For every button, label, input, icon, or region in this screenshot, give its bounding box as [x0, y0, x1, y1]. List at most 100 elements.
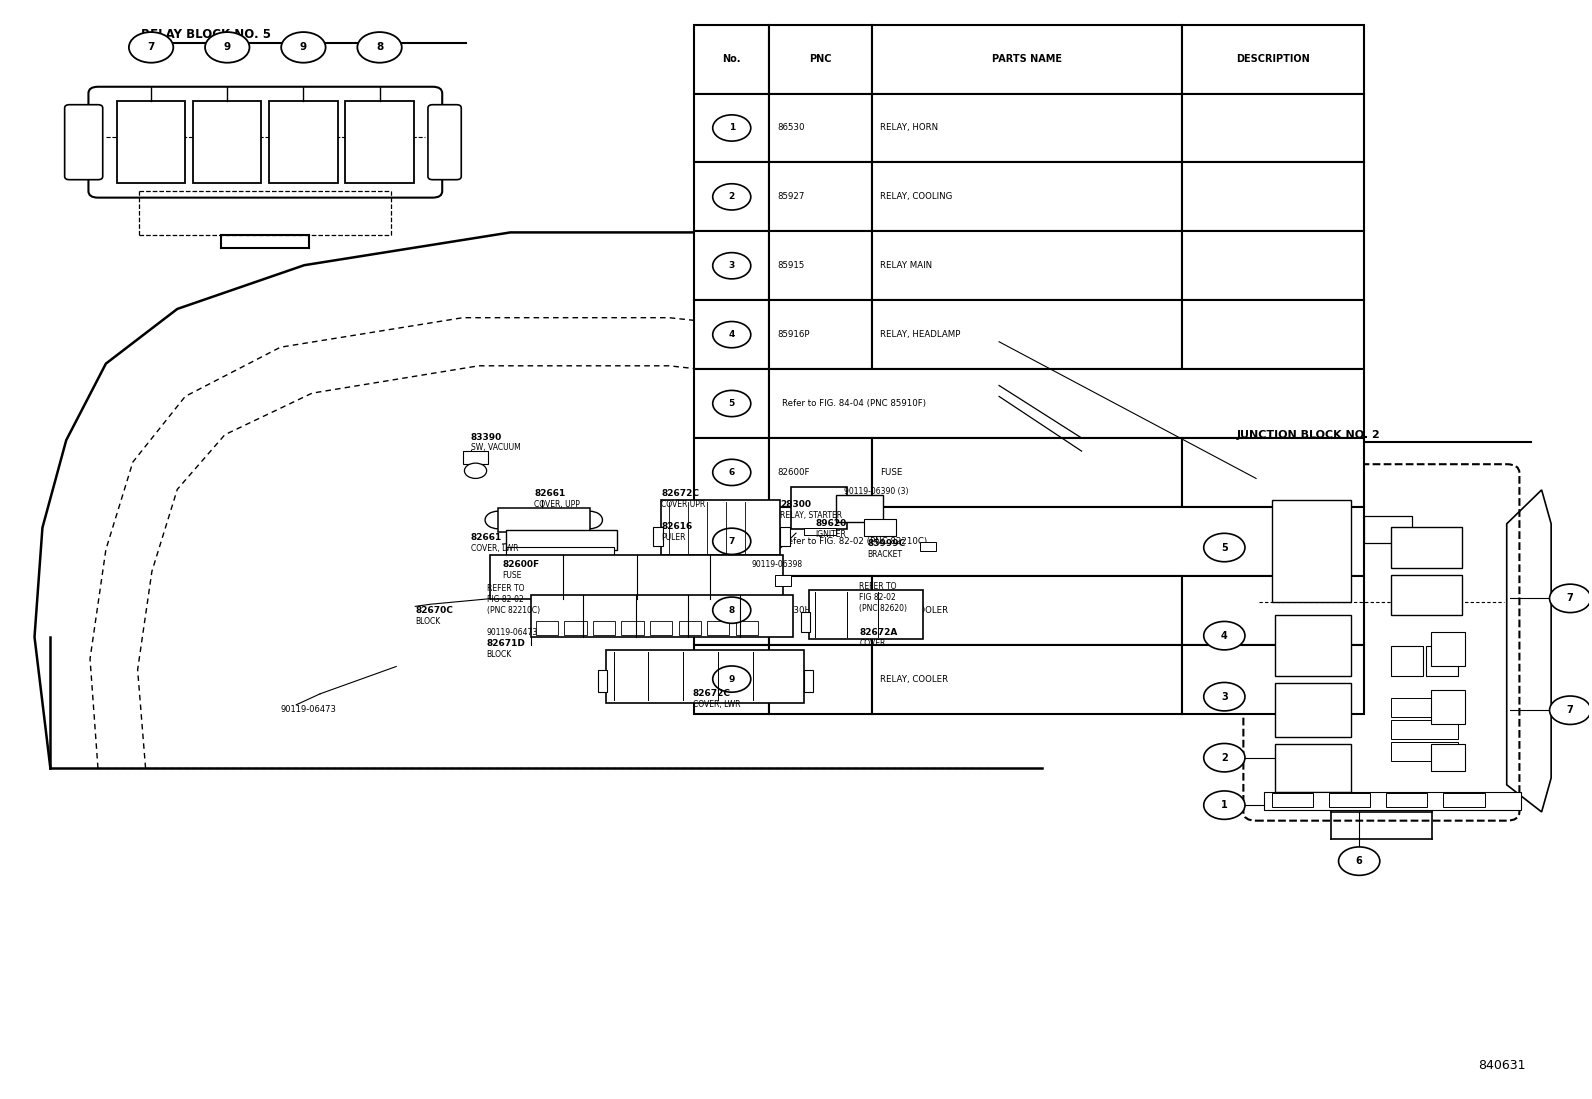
Bar — [345, 101, 414, 184]
Text: 83390: 83390 — [471, 433, 501, 442]
Bar — [694, 300, 769, 369]
Bar — [1264, 791, 1520, 810]
Bar — [116, 101, 185, 184]
Circle shape — [1549, 585, 1590, 612]
Text: 1: 1 — [1221, 800, 1227, 810]
Bar — [694, 369, 769, 439]
Text: Refer to FIG. 82-02 (PNC 82210C): Refer to FIG. 82-02 (PNC 82210C) — [782, 536, 927, 546]
Circle shape — [1204, 621, 1245, 650]
Circle shape — [205, 32, 250, 63]
Text: FIG 82-02: FIG 82-02 — [487, 596, 524, 604]
Text: 88630G: 88630G — [777, 675, 812, 684]
Bar — [597, 669, 607, 691]
Bar — [1181, 300, 1364, 369]
Bar — [673, 557, 718, 575]
Bar — [1181, 645, 1364, 713]
Text: COVER, UPP: COVER, UPP — [535, 500, 579, 509]
Text: 4: 4 — [1221, 631, 1227, 641]
Text: 1: 1 — [729, 123, 736, 133]
Circle shape — [1204, 744, 1245, 771]
Text: 6: 6 — [1356, 856, 1363, 866]
Bar — [707, 621, 729, 635]
Text: 86530: 86530 — [777, 123, 804, 133]
Bar — [537, 621, 559, 635]
Bar — [269, 101, 338, 184]
Text: 2: 2 — [1221, 753, 1227, 763]
Text: 6: 6 — [729, 468, 736, 477]
Text: RELAY MAIN: RELAY MAIN — [880, 262, 933, 270]
Circle shape — [713, 666, 751, 692]
Circle shape — [486, 511, 511, 529]
Text: 7: 7 — [148, 43, 154, 53]
Circle shape — [713, 115, 751, 141]
Bar — [769, 93, 872, 163]
Bar — [621, 621, 643, 635]
Bar — [1387, 793, 1428, 807]
Text: 90119-06473: 90119-06473 — [487, 629, 538, 637]
Bar — [775, 575, 791, 586]
Bar — [804, 669, 814, 691]
Text: 82616: 82616 — [661, 522, 693, 531]
Text: BLOCK: BLOCK — [487, 651, 513, 659]
Text: 85916P: 85916P — [777, 330, 809, 340]
Bar — [872, 439, 1181, 507]
Bar — [769, 24, 872, 93]
Circle shape — [129, 32, 174, 63]
Bar — [872, 93, 1181, 163]
Bar — [920, 542, 936, 551]
Bar — [804, 528, 836, 535]
Text: 5: 5 — [729, 399, 736, 408]
Circle shape — [282, 32, 326, 63]
Text: RELAY, COOLER: RELAY, COOLER — [880, 606, 949, 614]
Text: BLOCK: BLOCK — [416, 618, 441, 626]
Bar — [1391, 721, 1458, 739]
Text: 8: 8 — [376, 43, 384, 53]
Bar — [1275, 615, 1352, 676]
Bar — [1426, 646, 1458, 676]
Bar — [769, 507, 1364, 576]
Circle shape — [713, 322, 751, 347]
Text: 9: 9 — [729, 675, 736, 684]
Bar — [694, 163, 769, 231]
Text: 8: 8 — [729, 606, 736, 614]
Text: 82661: 82661 — [471, 533, 501, 542]
Bar — [769, 231, 872, 300]
Text: COVER, LWR: COVER, LWR — [471, 544, 519, 553]
Text: 840631: 840631 — [1479, 1059, 1525, 1073]
Bar — [694, 507, 769, 576]
Bar — [872, 231, 1181, 300]
Circle shape — [713, 459, 751, 486]
Text: 85915: 85915 — [777, 262, 804, 270]
Bar — [801, 612, 810, 632]
Text: RELAY BLOCK NO. 5: RELAY BLOCK NO. 5 — [140, 29, 271, 41]
Bar — [694, 645, 769, 713]
Text: 7: 7 — [729, 536, 736, 546]
Text: 82672C: 82672C — [693, 689, 731, 699]
Text: (PNC 82620): (PNC 82620) — [860, 604, 907, 613]
Text: 9: 9 — [224, 43, 231, 53]
Text: 82671D: 82671D — [487, 640, 525, 648]
Circle shape — [713, 390, 751, 417]
Text: 7: 7 — [1567, 706, 1573, 715]
FancyBboxPatch shape — [65, 104, 103, 179]
Circle shape — [465, 463, 487, 478]
Circle shape — [357, 32, 401, 63]
Circle shape — [713, 597, 751, 623]
Circle shape — [713, 184, 751, 210]
Bar — [694, 24, 769, 93]
Bar — [872, 645, 1181, 713]
Bar — [1272, 793, 1313, 807]
Bar — [769, 163, 872, 231]
FancyBboxPatch shape — [428, 104, 462, 179]
Bar — [736, 621, 758, 635]
Bar — [769, 439, 872, 507]
Text: JUNCTION BLOCK NO. 2: JUNCTION BLOCK NO. 2 — [1237, 430, 1380, 441]
Text: No.: No. — [723, 54, 740, 64]
Bar — [836, 495, 884, 522]
Bar — [872, 576, 1181, 645]
Bar — [694, 439, 769, 507]
Text: IGNITER: IGNITER — [815, 530, 845, 539]
Bar — [1181, 231, 1364, 300]
Circle shape — [576, 511, 602, 529]
FancyBboxPatch shape — [1243, 464, 1519, 821]
